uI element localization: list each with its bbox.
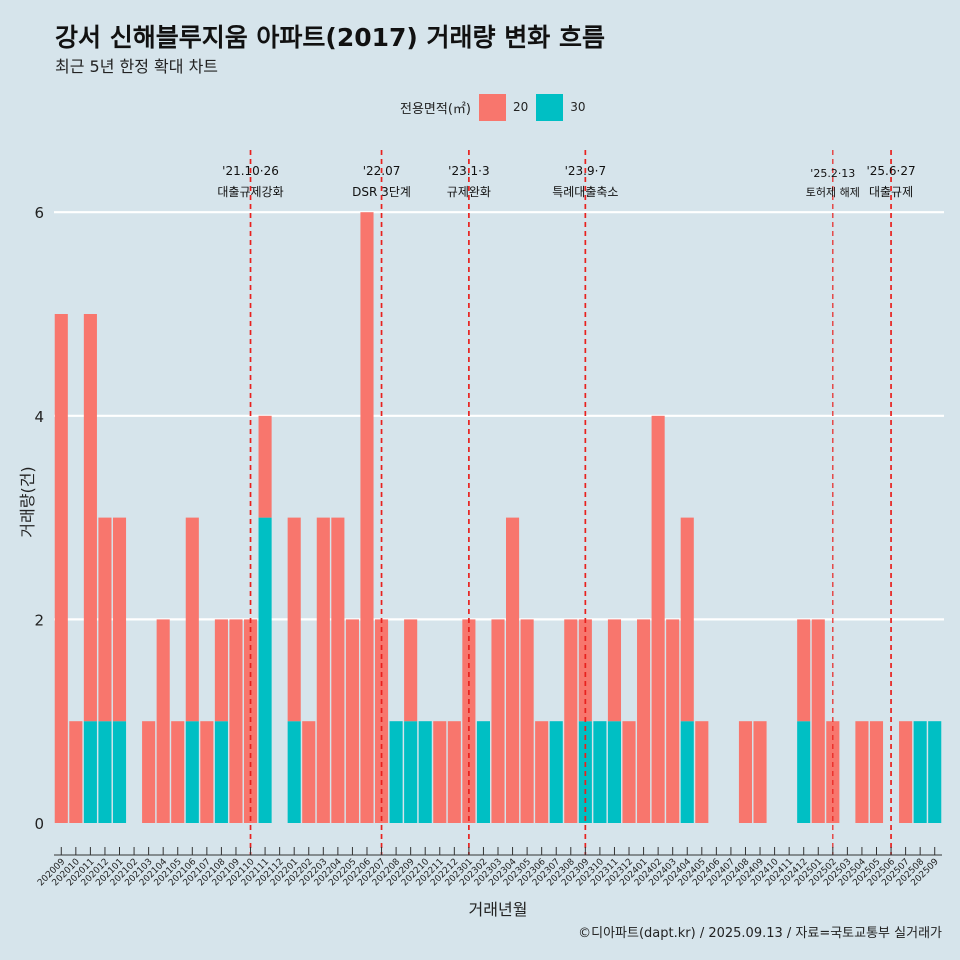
bar-20-202201 xyxy=(287,517,301,722)
bar-30-202106 xyxy=(185,721,199,823)
bar-20-202103 xyxy=(142,721,156,823)
bar-30-202111 xyxy=(258,517,272,823)
bar-20-202306 xyxy=(535,721,549,823)
bar-20-202206 xyxy=(360,212,374,823)
event-date-202207: '22.07 xyxy=(363,164,401,178)
y-tick-label-6: 6 xyxy=(34,204,44,222)
x-axis-title: 거래년월 xyxy=(469,900,528,919)
chart-subtitle: 최근 5년 한정 확대 차트 xyxy=(55,57,219,76)
event-label-202309: 특례대출축소 xyxy=(552,185,618,199)
bar-30-202412 xyxy=(797,721,811,823)
bar-20-202408 xyxy=(738,721,753,823)
bar-20-202308 xyxy=(564,619,578,823)
bar-20-202303 xyxy=(491,619,505,823)
bar-20-202101 xyxy=(112,517,127,722)
bar-20-202212 xyxy=(447,721,461,823)
bar-30-202404 xyxy=(680,721,694,823)
bar-20-202309 xyxy=(578,619,592,722)
bar-20-202507 xyxy=(899,721,913,823)
bar-20-202305 xyxy=(520,619,534,823)
bar-30-202210 xyxy=(418,721,432,823)
y-axis-title: 거래량(건) xyxy=(18,466,37,537)
legend-label-20: 20 xyxy=(512,100,529,114)
bar-20-202107 xyxy=(200,721,214,823)
bar-20-202011 xyxy=(83,314,97,722)
bar-30-202209 xyxy=(404,721,418,823)
bar-20-202311 xyxy=(607,619,622,722)
y-tick-label-4: 4 xyxy=(34,408,44,426)
bar-20-202010 xyxy=(69,721,83,823)
event-label-202502: 토허제 해제 xyxy=(806,185,860,199)
bar-30-202108 xyxy=(214,721,228,823)
bar-20-202304 xyxy=(506,517,520,823)
legend-key-30 xyxy=(536,93,564,121)
bar-20-202204 xyxy=(331,517,345,823)
chart-title: 강서 신해블루지움 아파트(2017) 거래량 변화 흐름 xyxy=(55,23,605,52)
y-tick-label-2: 2 xyxy=(34,611,44,629)
event-markers: '21.10·26 대출규제강화 '22.07 DSR 3단계 '23.1·3 규제완화 '… xyxy=(217,150,916,855)
bar-30-202508 xyxy=(913,721,927,823)
bar-30-202307 xyxy=(549,721,563,823)
bar-30-202101 xyxy=(112,721,127,823)
caption: ©디아파트(dapt.kr) / 2025.09.13 / 자료=국토교통부 실… xyxy=(578,926,942,941)
bar-20-202405 xyxy=(695,721,709,823)
event-date-202301: '23.1·3 xyxy=(448,164,489,178)
x-axis: 2020092020102020112020122021012021022021… xyxy=(36,847,942,888)
bar-20-202009 xyxy=(54,314,68,823)
bar-20-202505 xyxy=(869,721,884,823)
bar-30-202302 xyxy=(476,721,490,823)
bar-30-202509 xyxy=(928,721,942,823)
event-label-202207: DSR 3단계 xyxy=(352,185,411,199)
bar-20-202111 xyxy=(258,415,272,518)
bar-30-202310 xyxy=(593,721,607,823)
bar-30-202208 xyxy=(389,721,403,823)
bar-20-202501 xyxy=(811,619,825,823)
bar-20-202504 xyxy=(855,721,869,823)
event-date-202309: '23.9·7 xyxy=(565,164,606,178)
legend-title: 전용면적(㎡) xyxy=(400,101,471,117)
event-date-202110: '21.10·26 xyxy=(222,164,279,178)
bar-20-202312 xyxy=(622,721,636,823)
bar-30-202011 xyxy=(83,721,97,823)
bar-20-202211 xyxy=(433,721,447,823)
y-tick-label-0: 0 xyxy=(34,815,44,833)
event-date-202506: '25.6·27 xyxy=(866,164,915,178)
bar-20-202109 xyxy=(229,619,243,823)
bar-20-202012 xyxy=(98,517,112,722)
bar-30-202201 xyxy=(287,721,301,823)
bar-20-202202 xyxy=(302,721,316,823)
bar-30-202012 xyxy=(98,721,112,823)
event-label-202301: 규제완화 xyxy=(447,185,491,199)
bar-20-202412 xyxy=(797,619,811,722)
bar-20-202105 xyxy=(171,721,185,823)
event-label-202110: 대출규제강화 xyxy=(217,185,283,199)
bar-20-202108 xyxy=(214,619,228,722)
legend-key-20 xyxy=(478,93,506,121)
bar-20-202404 xyxy=(680,517,694,722)
bar-20-202205 xyxy=(345,619,359,823)
bar-20-202401 xyxy=(637,619,651,823)
bar-20-202203 xyxy=(316,517,330,823)
bar-20-202403 xyxy=(666,619,680,823)
bars xyxy=(54,212,942,823)
bar-20-202409 xyxy=(753,721,767,823)
bar-20-202106 xyxy=(185,517,199,722)
bar-20-202104 xyxy=(156,619,170,823)
legend-label-30: 30 xyxy=(570,100,586,114)
bar-30-202311 xyxy=(607,721,622,823)
y-axis-ticks: 0 2 4 6 xyxy=(34,204,44,833)
event-label-202506: 대출규제 xyxy=(869,185,913,199)
bar-20-202209 xyxy=(404,619,418,722)
legend: 전용면적(㎡) 20 30 xyxy=(400,93,594,121)
bar-20-202402 xyxy=(651,415,665,823)
event-date-202502: '25.2·13 xyxy=(810,167,855,180)
